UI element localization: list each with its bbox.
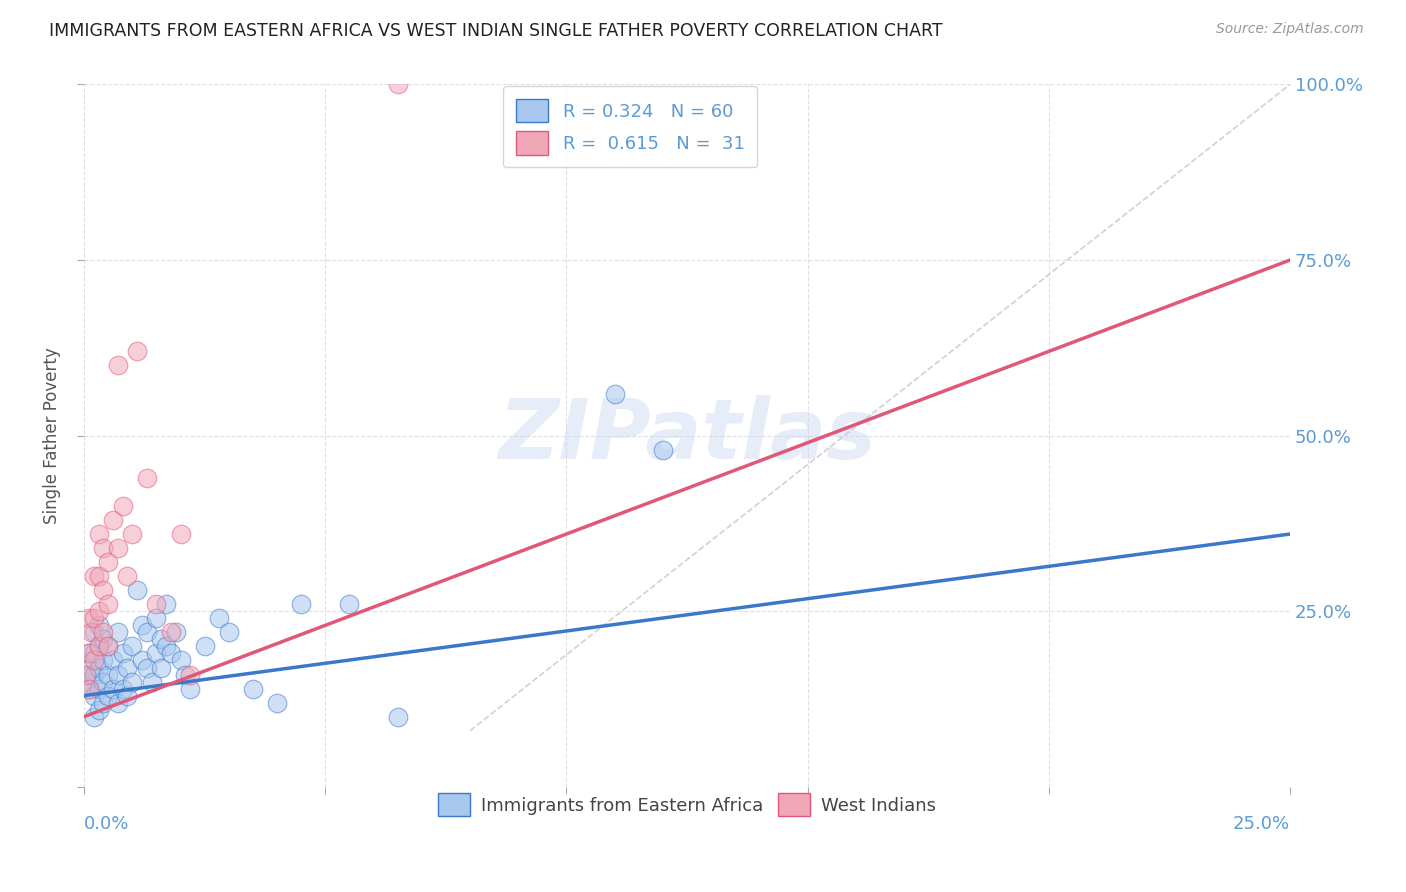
- Point: [387, 709, 409, 723]
- Point: [83, 569, 105, 583]
- Point: [127, 583, 149, 598]
- Point: [101, 653, 124, 667]
- Point: [107, 696, 129, 710]
- Point: [87, 640, 110, 654]
- Point: [127, 344, 149, 359]
- Point: [75, 667, 97, 681]
- Point: [111, 647, 134, 661]
- Point: [107, 625, 129, 640]
- Point: [83, 653, 105, 667]
- Point: [91, 696, 114, 710]
- Point: [135, 625, 157, 640]
- Point: [290, 597, 312, 611]
- Point: [91, 583, 114, 598]
- Point: [87, 569, 110, 583]
- Point: [208, 611, 231, 625]
- Point: [218, 625, 240, 640]
- Point: [97, 640, 120, 654]
- Point: [77, 647, 100, 661]
- Text: 25.0%: 25.0%: [1233, 815, 1291, 833]
- Point: [117, 569, 139, 583]
- Point: [97, 640, 120, 654]
- Point: [145, 647, 167, 661]
- Point: [75, 674, 97, 689]
- Point: [83, 647, 105, 661]
- Point: [141, 674, 163, 689]
- Point: [91, 674, 114, 689]
- Point: [266, 696, 288, 710]
- Point: [107, 667, 129, 681]
- Point: [145, 597, 167, 611]
- Point: [242, 681, 264, 696]
- Point: [121, 640, 143, 654]
- Point: [337, 597, 360, 611]
- Point: [117, 660, 139, 674]
- Point: [87, 681, 110, 696]
- Text: IMMIGRANTS FROM EASTERN AFRICA VS WEST INDIAN SINGLE FATHER POVERTY CORRELATION : IMMIGRANTS FROM EASTERN AFRICA VS WEST I…: [49, 22, 943, 40]
- Point: [91, 541, 114, 555]
- Point: [117, 689, 139, 703]
- Y-axis label: Single Father Poverty: Single Father Poverty: [44, 347, 60, 524]
- Point: [87, 604, 110, 618]
- Point: [97, 597, 120, 611]
- Point: [77, 660, 100, 674]
- Text: ZIPatlas: ZIPatlas: [498, 395, 876, 476]
- Point: [87, 640, 110, 654]
- Point: [77, 681, 100, 696]
- Point: [83, 709, 105, 723]
- Text: 0.0%: 0.0%: [84, 815, 129, 833]
- Point: [150, 660, 173, 674]
- Point: [83, 611, 105, 625]
- Point: [87, 660, 110, 674]
- Point: [87, 527, 110, 541]
- Point: [603, 386, 626, 401]
- Point: [107, 359, 129, 373]
- Point: [150, 632, 173, 647]
- Point: [169, 527, 191, 541]
- Point: [77, 681, 100, 696]
- Point: [111, 681, 134, 696]
- Point: [155, 640, 177, 654]
- Point: [97, 689, 120, 703]
- Point: [91, 653, 114, 667]
- Point: [651, 442, 673, 457]
- Point: [97, 667, 120, 681]
- Legend: Immigrants from Eastern Africa, West Indians: Immigrants from Eastern Africa, West Ind…: [427, 782, 948, 827]
- Point: [131, 618, 153, 632]
- Point: [107, 541, 129, 555]
- Point: [83, 625, 105, 640]
- Point: [160, 647, 183, 661]
- Point: [77, 647, 100, 661]
- Point: [80, 667, 103, 681]
- Point: [87, 618, 110, 632]
- Point: [91, 632, 114, 647]
- Point: [387, 78, 409, 92]
- Point: [111, 499, 134, 513]
- Point: [121, 527, 143, 541]
- Text: Source: ZipAtlas.com: Source: ZipAtlas.com: [1216, 22, 1364, 37]
- Point: [77, 611, 100, 625]
- Point: [97, 555, 120, 569]
- Point: [169, 653, 191, 667]
- Point: [165, 625, 187, 640]
- Point: [135, 660, 157, 674]
- Point: [83, 689, 105, 703]
- Point: [91, 625, 114, 640]
- Point: [121, 674, 143, 689]
- Point: [87, 703, 110, 717]
- Point: [179, 667, 201, 681]
- Point: [101, 513, 124, 527]
- Point: [155, 597, 177, 611]
- Point: [83, 667, 105, 681]
- Point: [131, 653, 153, 667]
- Point: [160, 625, 183, 640]
- Point: [145, 611, 167, 625]
- Point: [135, 471, 157, 485]
- Point: [80, 625, 103, 640]
- Point: [194, 640, 217, 654]
- Point: [179, 681, 201, 696]
- Point: [101, 681, 124, 696]
- Point: [174, 667, 197, 681]
